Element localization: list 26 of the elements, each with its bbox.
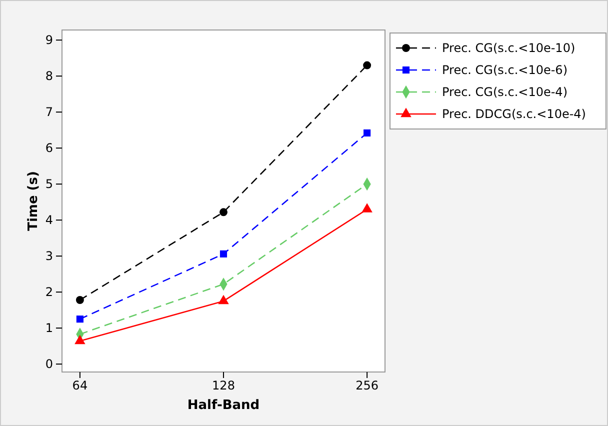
legend-label: Prec. DDCG(s.c.<10e-4) (442, 107, 586, 121)
point (363, 61, 372, 70)
x-axis-title: Half-Band (187, 398, 260, 413)
legend-label: Prec. CG(s.c.<10e-10) (442, 41, 576, 55)
x-tick-label: 64 (72, 378, 88, 393)
y-tick-label: 0 (45, 356, 53, 371)
x-tick-label: 128 (212, 378, 235, 393)
y-axis-title: Time (s) (26, 171, 41, 231)
point (220, 208, 228, 216)
y-tick-label: 5 (45, 176, 53, 191)
y-tick-label: 7 (45, 104, 53, 119)
y-tick-label: 8 (45, 68, 53, 83)
y-tick-label: 6 (45, 140, 53, 155)
point (220, 250, 228, 258)
y-tick-label: 9 (45, 32, 53, 47)
x-tick-label: 256 (356, 378, 379, 393)
y-tick-label: 4 (45, 212, 53, 227)
point (364, 129, 371, 136)
point (76, 316, 84, 323)
legend-label: Prec. CG(s.c.<10e-4) (442, 85, 568, 99)
y-tick-label: 1 (45, 320, 53, 335)
y-tick-label: 3 (45, 248, 53, 263)
y-tick-label: 2 (45, 284, 53, 299)
point (362, 203, 372, 212)
legend-label: Prec. CG(s.c.<10e-6) (442, 63, 568, 77)
point (76, 296, 84, 304)
